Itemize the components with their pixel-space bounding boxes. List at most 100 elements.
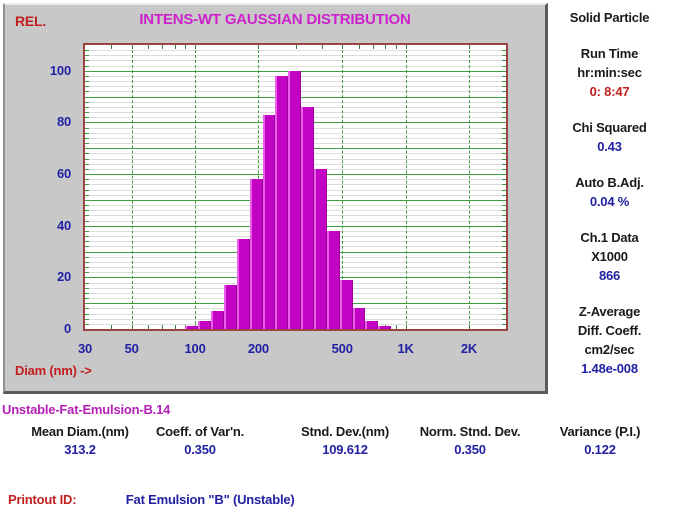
stat-line: 0.43 xyxy=(597,139,622,154)
result-column: Norm. Stnd. Dev. 0.350 xyxy=(420,424,521,457)
y-ruler-tick xyxy=(85,168,89,170)
y-ruler-tick xyxy=(85,199,92,201)
result-label: Variance (P.I.) xyxy=(559,424,641,439)
printout-row: Printout ID: Fat Emulsion "B" (Unstable) xyxy=(8,492,295,507)
y-ruler-tick xyxy=(85,174,92,176)
histogram-bar xyxy=(288,70,302,329)
y-ruler-tick xyxy=(85,127,89,129)
histogram-bar xyxy=(326,230,340,329)
y-ruler-tick xyxy=(85,179,89,181)
y-ruler-tick xyxy=(502,132,506,134)
x-ruler-tick xyxy=(195,45,197,49)
y-ruler-tick xyxy=(85,241,89,243)
x-tick-label: 30 xyxy=(77,341,93,356)
y-ruler-tick xyxy=(502,168,506,170)
histogram-bar xyxy=(198,321,212,329)
y-ruler-tick xyxy=(502,86,506,88)
stat-section: Ch.1 Data X1000 866 xyxy=(548,228,671,285)
stat-line: X1000 xyxy=(591,249,628,264)
y-ruler-tick xyxy=(502,143,506,145)
stat-line: cm2/sec xyxy=(584,342,635,357)
stat-line: Chi Squared xyxy=(572,120,647,135)
histogram-bar xyxy=(365,321,379,329)
stat-section: Auto B.Adj. 0.04 % xyxy=(548,173,671,211)
x-ruler-tick xyxy=(131,45,133,49)
y-ruler-tick xyxy=(85,298,89,300)
y-ruler-tick xyxy=(502,127,506,129)
x-ruler-tick xyxy=(395,45,397,49)
y-ruler-tick xyxy=(85,272,89,274)
y-ruler-tick xyxy=(502,308,506,310)
y-ruler-tick xyxy=(502,298,506,300)
gridline-v-dashed xyxy=(195,45,197,329)
chart-panel: REL. INTENS-WT GAUSSIAN DISTRIBUTION 0 20… xyxy=(3,3,548,394)
x-ruler-tick xyxy=(258,45,260,49)
stat-section: Chi Squared 0.43 xyxy=(548,118,671,156)
y-ruler-tick xyxy=(502,153,506,155)
y-ruler-tick xyxy=(499,251,506,253)
x-ruler-tick xyxy=(148,325,150,329)
x-tick-label: 500 xyxy=(331,341,353,356)
y-ruler-tick xyxy=(502,184,506,186)
x-tick-label: 2K xyxy=(460,341,478,356)
y-ruler-tick xyxy=(502,179,506,181)
result-label: Stnd. Dev.(nm) xyxy=(301,424,389,439)
y-ruler-tick xyxy=(502,236,506,238)
histogram-bar xyxy=(185,326,199,329)
stat-line: Ch.1 Data xyxy=(580,230,639,245)
x-ruler-tick xyxy=(468,325,470,329)
y-ruler-tick xyxy=(502,210,506,212)
x-ruler-tick xyxy=(111,325,113,329)
histogram-bar xyxy=(249,179,263,329)
y-ruler-tick xyxy=(499,303,506,305)
y-ruler-tick xyxy=(85,189,89,191)
y-ruler-tick xyxy=(85,282,89,284)
y-ruler-tick xyxy=(502,230,506,232)
stat-line: Diff. Coeff. xyxy=(577,323,642,338)
y-ruler-tick xyxy=(85,277,92,279)
gridline-v-dashed xyxy=(405,45,407,329)
gridline-v-dashed xyxy=(342,45,344,329)
stat-section: Run Time hr:min:sec 0: 8:47 xyxy=(548,44,671,101)
y-ruler-tick xyxy=(502,91,506,93)
y-ruler-tick xyxy=(85,220,89,222)
y-ruler-tick xyxy=(85,205,89,207)
y-ruler-tick xyxy=(85,122,92,124)
y-ruler-tick xyxy=(502,194,506,196)
y-axis-title: REL. xyxy=(15,13,47,29)
y-ruler-tick xyxy=(85,101,89,103)
x-tick-label: 200 xyxy=(247,341,269,356)
stats-panel: Solid Particle Run Time hr:min:sec 0: 8:47 C… xyxy=(548,8,671,395)
result-value: 0.350 xyxy=(454,442,486,457)
x-ruler-tick xyxy=(162,325,164,329)
histogram-bar xyxy=(211,310,224,329)
y-ruler-tick xyxy=(499,122,506,124)
y-ruler-tick xyxy=(502,189,506,191)
y-tick-label: 0 xyxy=(63,321,71,336)
result-value: 0.350 xyxy=(184,442,216,457)
x-tick-label: 100 xyxy=(184,341,206,356)
y-ruler-tick xyxy=(502,163,506,165)
y-ruler-tick xyxy=(85,287,89,289)
result-column: Mean Diam.(nm) 313.2 xyxy=(31,424,129,457)
y-ruler-tick xyxy=(502,50,506,52)
gridline-h-minor xyxy=(85,65,506,67)
y-ruler-tick xyxy=(499,70,506,72)
x-ruler-tick xyxy=(321,45,323,49)
y-ruler-tick xyxy=(502,81,506,83)
y-ruler-tick xyxy=(502,318,506,320)
gridline-h-minor xyxy=(85,60,506,62)
y-ruler-tick xyxy=(85,256,89,258)
x-tick-label: 1K xyxy=(397,341,414,356)
y-ruler-tick xyxy=(85,70,92,72)
x-ruler-tick xyxy=(174,325,176,329)
printout-id-label: Printout ID: xyxy=(8,492,77,507)
y-ruler-tick xyxy=(85,96,92,98)
result-value: 0.122 xyxy=(584,442,616,457)
histogram-bar xyxy=(223,285,237,329)
y-tick-label: 40 xyxy=(56,217,71,233)
y-ruler-tick xyxy=(85,117,89,119)
result-value: 313.2 xyxy=(64,442,96,457)
stat-line: 0: 8:47 xyxy=(589,84,630,99)
